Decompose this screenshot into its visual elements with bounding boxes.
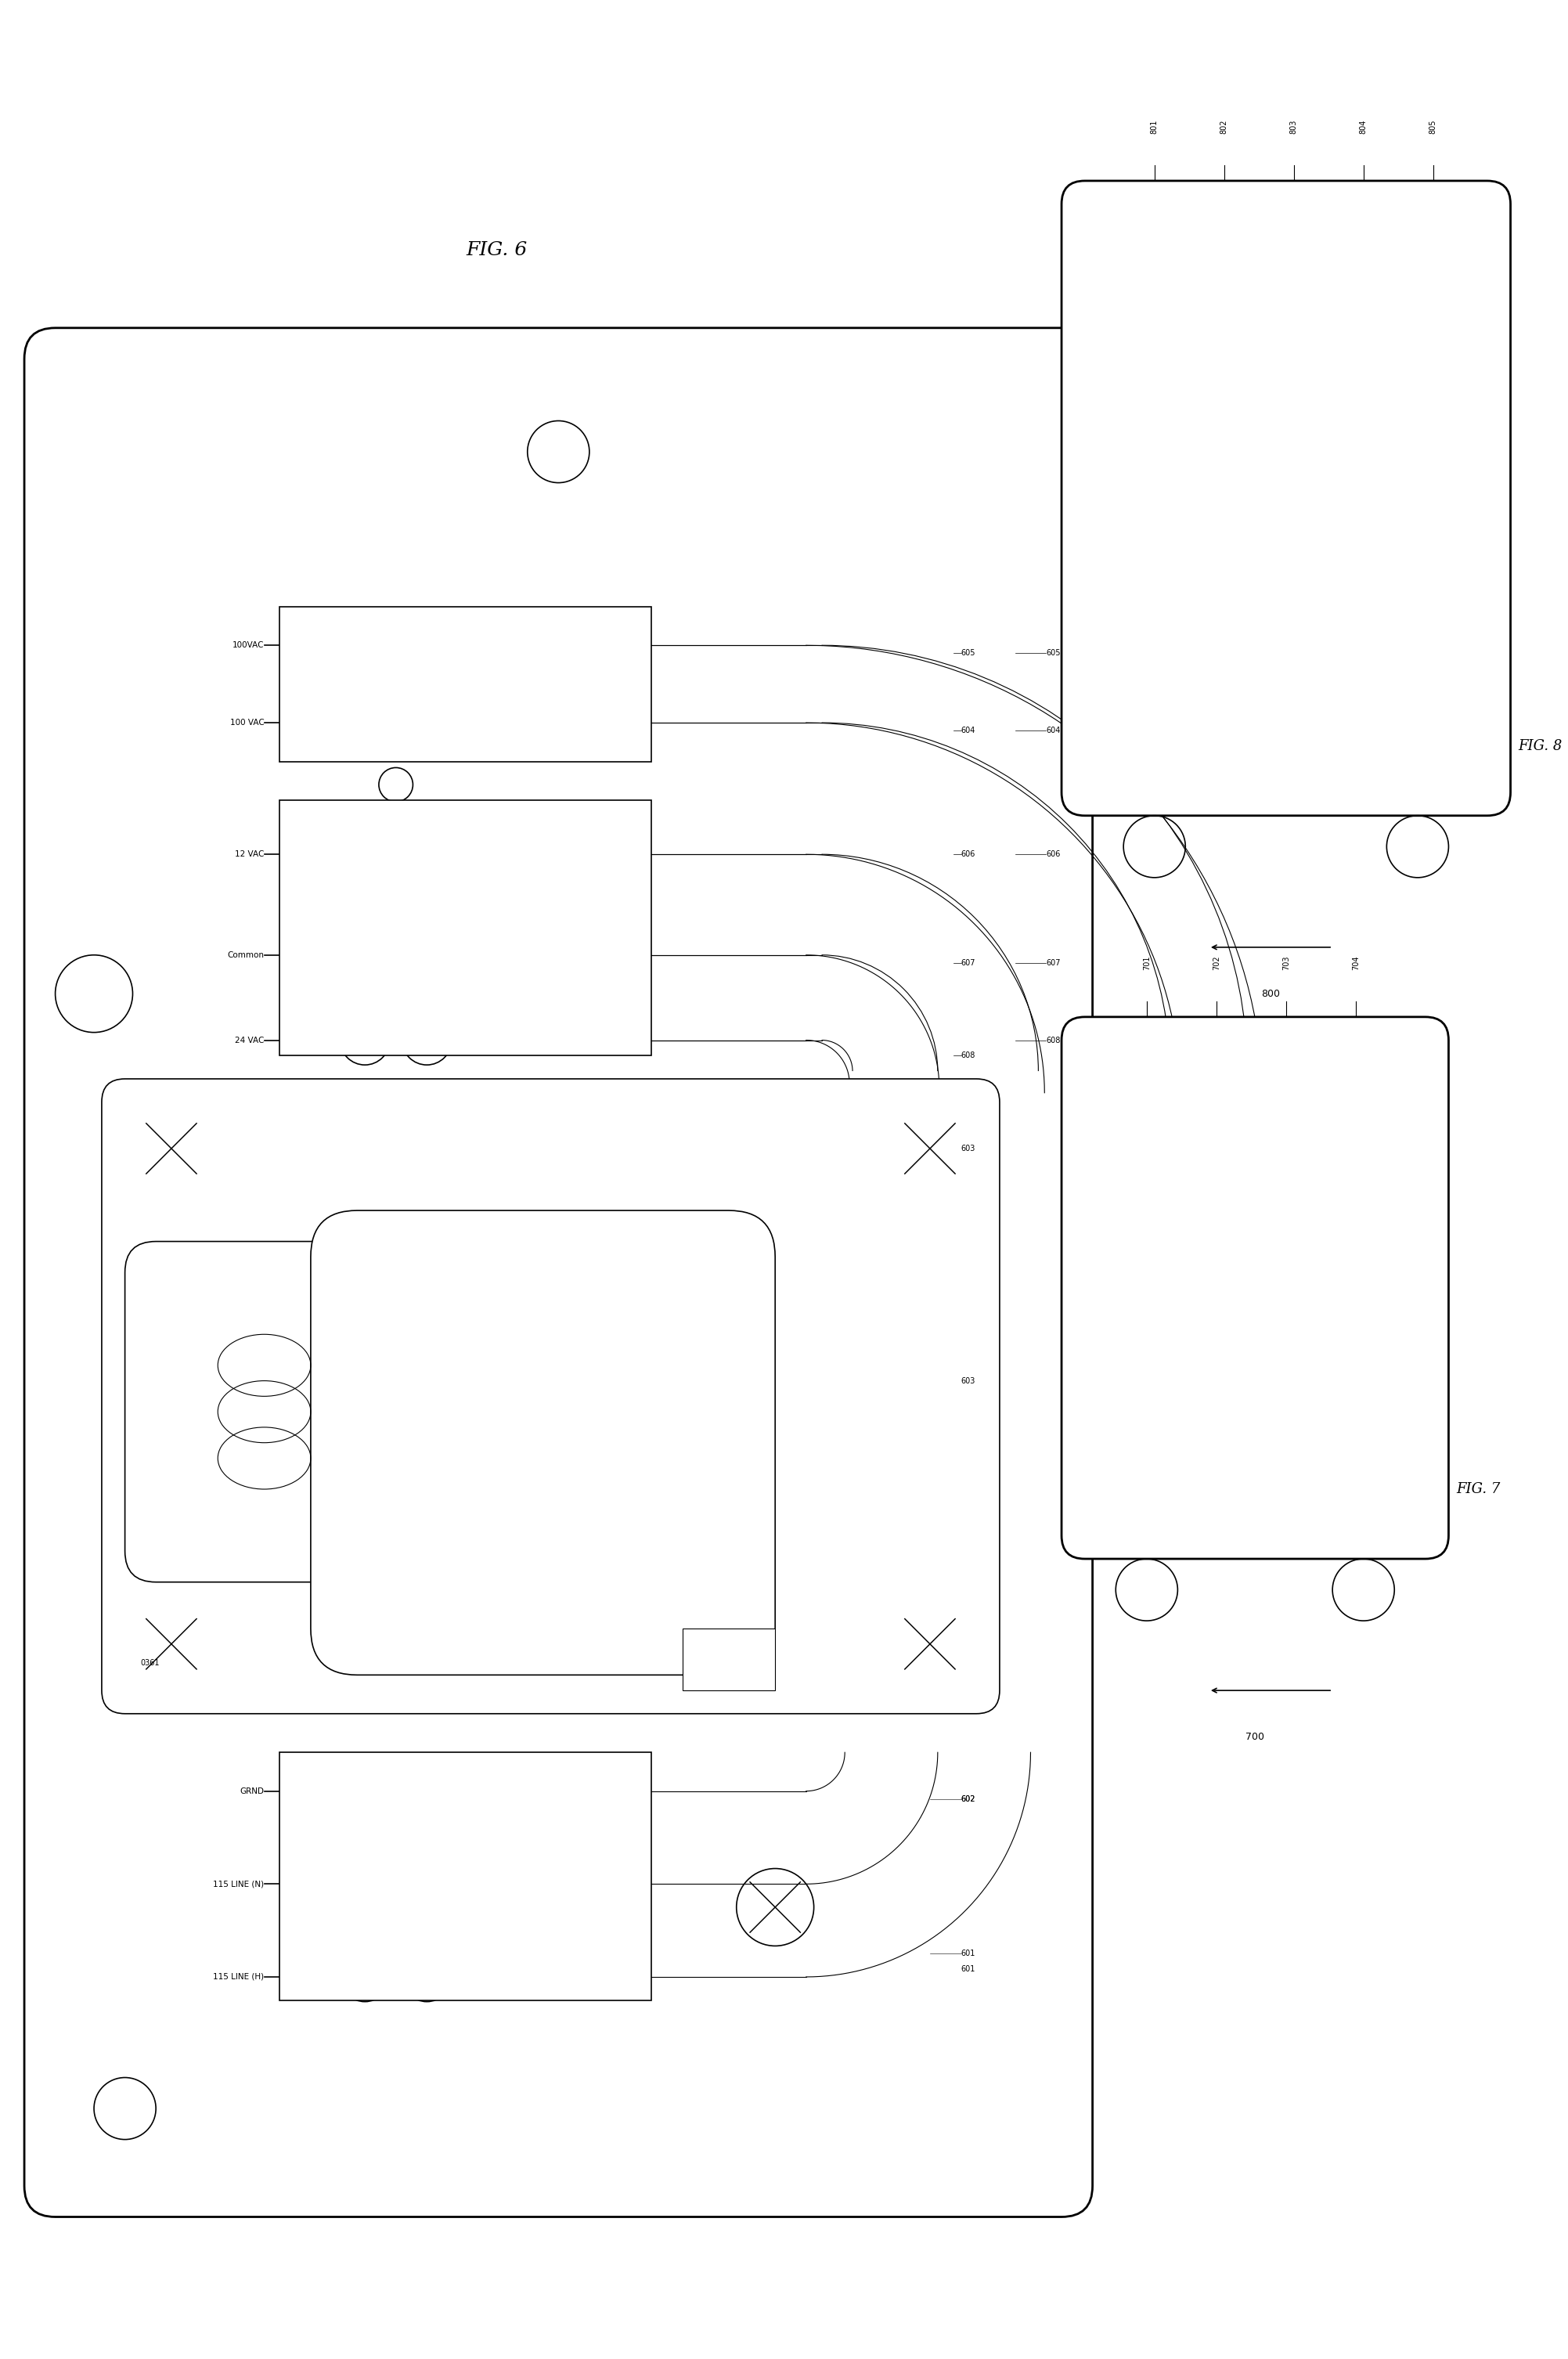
Text: 603: 603 xyxy=(961,1378,975,1385)
FancyBboxPatch shape xyxy=(1062,182,1510,816)
Text: 604: 604 xyxy=(961,727,975,734)
Text: 603: 603 xyxy=(961,1144,975,1154)
Text: 805: 805 xyxy=(1428,120,1436,134)
Text: 804: 804 xyxy=(1359,120,1367,134)
FancyBboxPatch shape xyxy=(25,328,1093,2217)
Text: 608: 608 xyxy=(1046,1036,1060,1045)
Text: Emergency Stop: Emergency Stop xyxy=(1290,472,1297,526)
Text: FIG. 6: FIG. 6 xyxy=(466,241,527,259)
Text: 701: 701 xyxy=(1143,955,1151,970)
FancyBboxPatch shape xyxy=(125,1241,403,1583)
Text: FIG. 8: FIG. 8 xyxy=(1518,738,1562,753)
Text: 607: 607 xyxy=(961,958,975,967)
FancyBboxPatch shape xyxy=(682,1628,775,1691)
Text: 606: 606 xyxy=(1046,852,1060,859)
Text: Common (+): Common (+) xyxy=(1143,1267,1151,1309)
Text: 703: 703 xyxy=(1283,955,1290,970)
Text: 606: 606 xyxy=(961,852,975,859)
Text: 608: 608 xyxy=(961,1052,975,1059)
Bar xyxy=(279,800,651,1054)
Text: Ratchet: Ratchet xyxy=(1359,486,1367,512)
Text: FIG. 7: FIG. 7 xyxy=(1457,1481,1501,1496)
Text: 115 LINE (H): 115 LINE (H) xyxy=(213,1972,265,1982)
FancyBboxPatch shape xyxy=(1062,1017,1449,1559)
FancyBboxPatch shape xyxy=(102,1078,1000,1713)
Text: 604: 604 xyxy=(1046,727,1060,734)
Text: Emergency Open: Emergency Open xyxy=(1220,469,1228,526)
Text: 704: 704 xyxy=(1352,955,1359,970)
Text: Common (+): Common (+) xyxy=(1151,477,1157,519)
Text: 803: 803 xyxy=(1290,120,1298,134)
Text: 700: 700 xyxy=(1245,1732,1264,1741)
FancyBboxPatch shape xyxy=(310,1210,775,1675)
Text: 605: 605 xyxy=(961,649,975,656)
Text: 601: 601 xyxy=(961,1965,975,1972)
Text: 100 VAC: 100 VAC xyxy=(230,719,265,727)
Text: 12 VAC: 12 VAC xyxy=(235,852,265,859)
Text: Safety: Safety xyxy=(1352,1276,1359,1297)
Text: 601: 601 xyxy=(961,1951,975,1958)
Text: 602: 602 xyxy=(961,1795,975,1802)
Text: 607: 607 xyxy=(1046,958,1060,967)
Text: 605: 605 xyxy=(1046,649,1060,656)
Text: 0361: 0361 xyxy=(141,1658,160,1668)
Text: Activate: Activate xyxy=(1283,1274,1289,1302)
Text: 115 LINE (N): 115 LINE (N) xyxy=(213,1880,265,1887)
Text: GRND: GRND xyxy=(240,1788,265,1795)
Bar xyxy=(279,1753,651,2000)
Text: 800: 800 xyxy=(1261,988,1279,998)
Text: 100VAC: 100VAC xyxy=(232,642,265,649)
Bar xyxy=(279,606,651,762)
Text: 801: 801 xyxy=(1151,120,1159,134)
Text: Side Screen: Side Screen xyxy=(1430,479,1436,517)
Text: 112: 112 xyxy=(621,1453,638,1463)
Text: 802: 802 xyxy=(1220,120,1228,134)
Text: Half Open: Half Open xyxy=(1212,1272,1220,1305)
Text: 24 VAC: 24 VAC xyxy=(235,1036,265,1045)
Text: Common: Common xyxy=(227,951,265,958)
Text: 702: 702 xyxy=(1212,955,1220,970)
Text: 602: 602 xyxy=(961,1795,975,1802)
